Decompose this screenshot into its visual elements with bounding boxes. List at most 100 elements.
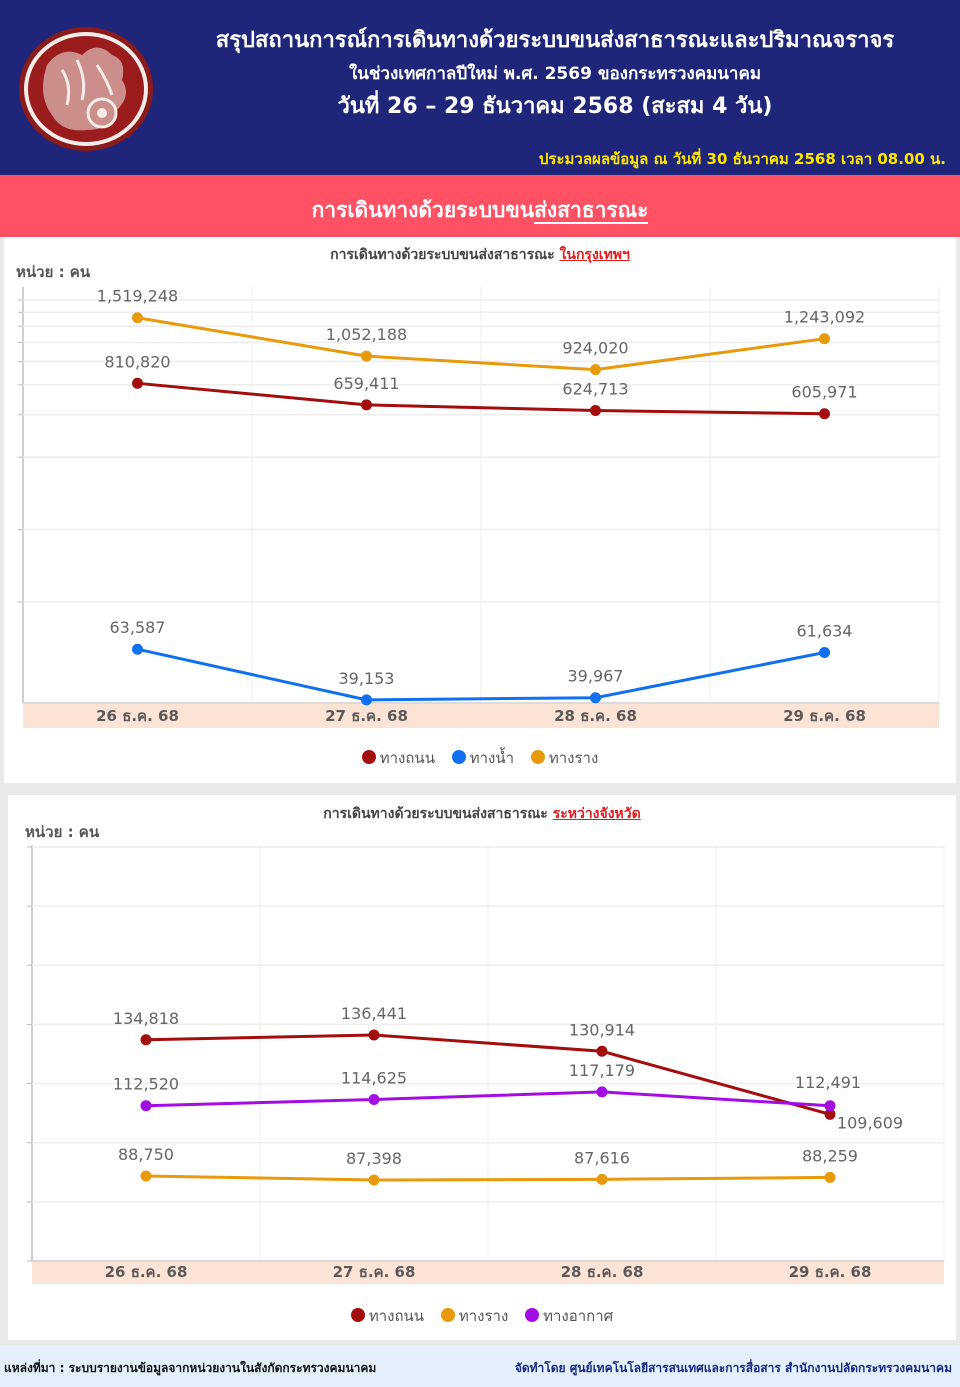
data-point <box>590 692 601 704</box>
x-tick-label: 26 ธ.ค. 68 <box>96 707 179 725</box>
data-label: 659,411 <box>333 374 399 393</box>
legend-label: ทางถนน <box>379 749 435 767</box>
section-band <box>0 175 960 237</box>
line-chart-intercity: 26 ธ.ค. 68 27 ธ.ค. 68 28 ธ.ค. 68 29 ธ.ค. 68… <box>27 845 945 1284</box>
data-point <box>361 694 372 706</box>
unit-label: หน่วย : คน <box>16 263 91 281</box>
data-label: 109,609 <box>837 1113 903 1132</box>
series-line-1 <box>137 647 825 702</box>
data-label: 112,491 <box>795 1073 861 1092</box>
line-chart-bangkok: 26 ธ.ค. 68 27 ธ.ค. 68 28 ธ.ค. 68 29 ธ.ค. 68… <box>18 287 940 728</box>
x-tick-label: 27 ธ.ค. 68 <box>325 707 408 725</box>
legend-dot-air <box>525 1308 540 1322</box>
data-label: 88,259 <box>802 1146 858 1165</box>
data-label: 39,153 <box>339 669 395 688</box>
data-point <box>140 1034 152 1046</box>
chart-legend: ทางถนน ทางน้ำ ทางราง <box>4 746 956 770</box>
data-point <box>361 399 372 411</box>
x-tick-label: 27 ธ.ค. 68 <box>333 1263 416 1281</box>
legend-item-water: ทางน้ำ <box>451 746 515 770</box>
data-label: 130,914 <box>569 1020 635 1039</box>
data-label: 117,179 <box>569 1061 635 1080</box>
legend-item-road: ทางถนน <box>350 1304 424 1328</box>
data-label: 605,971 <box>791 383 857 402</box>
data-point <box>596 1086 608 1098</box>
prepared-by: จัดทำโดย ศูนย์เทคโนโลยีสารสนเทศและการสื่… <box>514 1361 952 1375</box>
series-line-0 <box>145 1033 831 1116</box>
data-point <box>824 1100 836 1112</box>
data-label: 112,520 <box>113 1075 179 1094</box>
legend-dot-road <box>350 1308 365 1322</box>
chart-card-bangkok: การเดินทางด้วยระบบขนส่งสาธารณะ ในกรุงเทพ… <box>4 237 956 783</box>
chart-card-intercity: การเดินทางด้วยระบบขนส่งสาธารณะ ระหว่างจั… <box>8 795 956 1340</box>
chart-title: การเดินทางด้วยระบบขนส่งสาธารณะ ระหว่างจั… <box>8 803 956 825</box>
data-label: 87,616 <box>574 1148 630 1167</box>
series-line-2 <box>145 1090 831 1108</box>
report-subtitle: ในช่วงเทศกาลปีใหม่ พ.ศ. 2569 ของกระทรวงค… <box>348 64 762 84</box>
legend-dot-road <box>361 750 376 764</box>
processed-timestamp: ประมวลผลข้อมูล ณ วันที่ 30 ธันวาคม 2568 … <box>538 150 946 168</box>
x-tick-label: 28 ธ.ค. 68 <box>554 707 637 725</box>
footer: แหล่งที่มา : ระบบรายงานข้อมูลจากหน่วยงาน… <box>0 1345 960 1387</box>
data-point <box>140 1170 152 1182</box>
data-label: 88,750 <box>118 1145 174 1164</box>
data-point <box>819 333 830 345</box>
data-label: 1,243,092 <box>784 308 865 327</box>
data-label: 39,967 <box>568 667 624 686</box>
data-point <box>132 312 143 324</box>
data-point <box>368 1093 380 1105</box>
data-point <box>140 1100 152 1112</box>
data-label: 87,398 <box>346 1149 402 1168</box>
series-line-2 <box>137 316 825 372</box>
ministry-seal-icon <box>19 27 153 151</box>
chart-title-highlight: ระหว่างจังหวัด <box>552 806 641 822</box>
data-label: 134,818 <box>113 1009 179 1028</box>
x-tick-label: 29 ธ.ค. 68 <box>783 707 866 725</box>
data-label: 624,713 <box>562 380 628 399</box>
data-point <box>590 405 601 417</box>
data-point <box>590 364 601 376</box>
section-title: การเดินทางด้วยระบบขนส่งสาธารณะ <box>0 194 960 227</box>
data-label: 61,634 <box>797 621 853 640</box>
section-title-part2: ส่งสาธารณะ <box>534 198 649 224</box>
data-label: 810,820 <box>104 352 170 371</box>
data-point <box>596 1045 608 1057</box>
data-label: 924,020 <box>562 339 628 358</box>
chart-title-highlight: ในกรุงเทพฯ <box>559 247 630 263</box>
legend-label: ทางอากาศ <box>543 1307 614 1325</box>
data-label: 1,519,248 <box>97 287 178 306</box>
legend-item-rail: ทางราง <box>530 746 599 770</box>
report-date-range: วันที่ 26 – 29 ธันวาคม 2568 (สะสม 4 วัน) <box>337 94 773 119</box>
legend-item-air: ทางอากาศ <box>525 1304 613 1328</box>
legend-label: ทางราง <box>548 749 599 767</box>
chart-title-prefix: การเดินทางด้วยระบบขนส่งสาธารณะ <box>323 806 548 822</box>
data-point <box>361 350 372 362</box>
series-line-1 <box>145 1174 831 1182</box>
chart-title: การเดินทางด้วยระบบขนส่งสาธารณะ ในกรุงเทพ… <box>4 244 956 266</box>
report-header: สรุปสถานการณ์การเดินทางด้วยระบบขนส่งสาธา… <box>0 0 960 175</box>
data-point <box>132 643 143 655</box>
report-title: สรุปสถานการณ์การเดินทางด้วยระบบขนส่งสาธา… <box>215 28 895 53</box>
chart-title-prefix: การเดินทางด้วยระบบขนส่งสาธารณะ <box>330 247 555 263</box>
legend-dot-water <box>451 750 466 764</box>
data-point <box>824 1108 836 1120</box>
series-line-0 <box>137 381 825 416</box>
data-point <box>596 1173 608 1185</box>
data-label: 1,052,188 <box>326 325 407 344</box>
data-point <box>824 1171 836 1183</box>
x-tick-label: 29 ธ.ค. 68 <box>789 1263 872 1281</box>
legend-item-road: ทางถนน <box>361 746 435 770</box>
chart-legend: ทางถนน ทางราง ทางอากาศ <box>8 1304 956 1328</box>
data-label: 136,441 <box>341 1004 407 1023</box>
x-axis-band <box>32 1262 944 1284</box>
legend-label: ทางน้ำ <box>469 749 515 767</box>
data-point <box>819 408 830 420</box>
section-title-part1: การเดินทางด้วยระบบขน <box>311 198 535 222</box>
data-label: 63,587 <box>110 618 166 637</box>
legend-dot-rail <box>530 750 545 764</box>
data-point <box>132 377 143 389</box>
data-label: 114,625 <box>341 1068 407 1087</box>
x-tick-label: 26 ธ.ค. 68 <box>105 1263 188 1281</box>
unit-label: หน่วย : คน <box>25 823 100 841</box>
data-point <box>819 646 830 658</box>
